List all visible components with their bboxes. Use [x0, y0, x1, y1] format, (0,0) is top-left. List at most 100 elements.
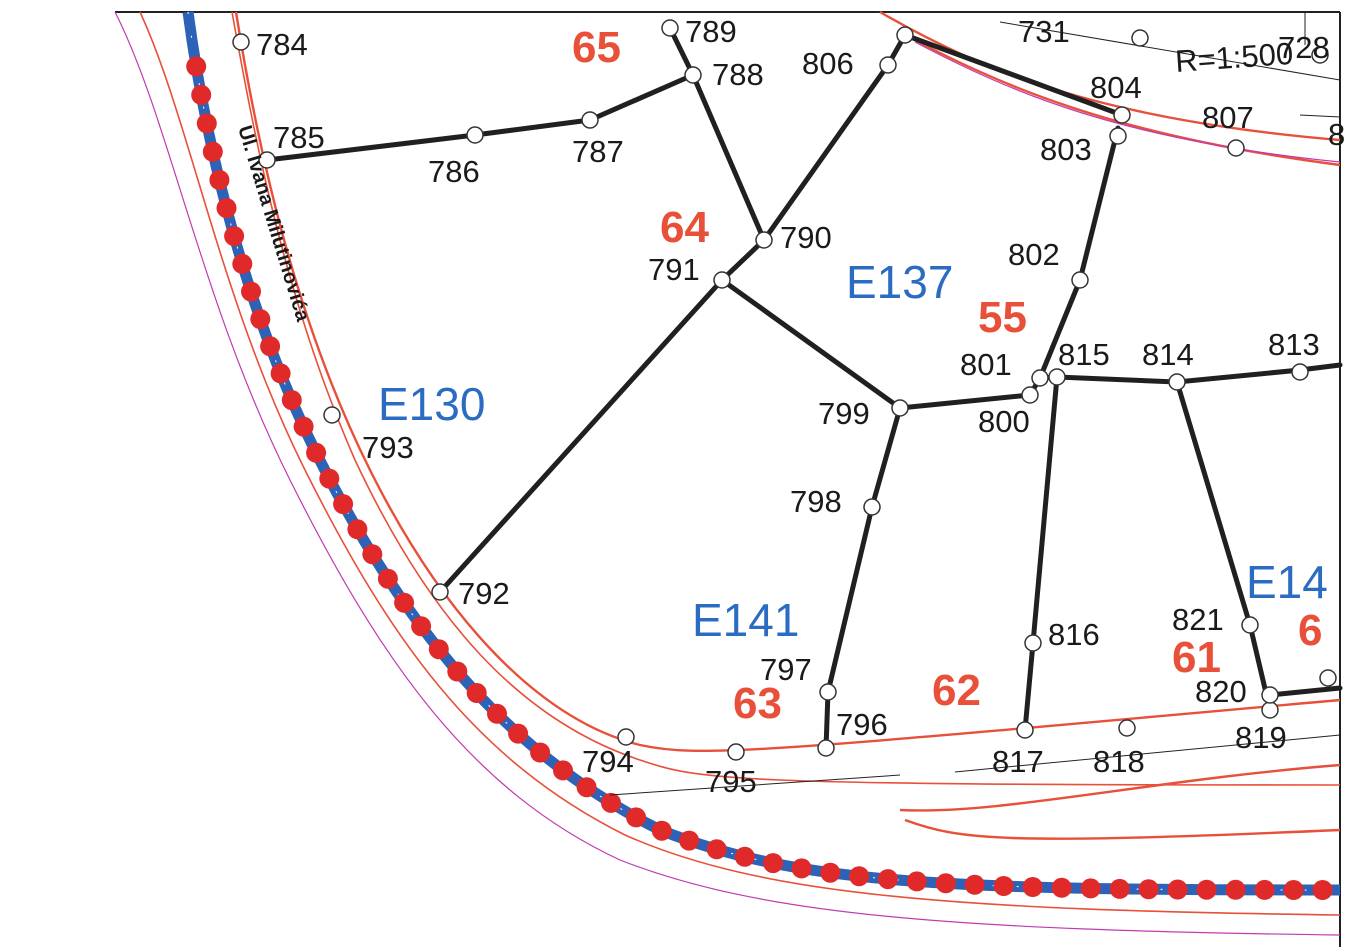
parcel-id-e137: E137: [846, 256, 953, 308]
vertex-803: [1109, 127, 1127, 145]
pipeline-dot: [241, 281, 261, 302]
pipeline-dot: [1138, 879, 1159, 900]
parcel-id-e14: E14: [1246, 556, 1328, 608]
point-label-813: 813: [1268, 327, 1320, 362]
point-label-816: 816: [1048, 617, 1100, 652]
point-label-786: 786: [428, 154, 480, 189]
point-label-796: 796: [836, 707, 888, 742]
pipeline-dot: [576, 777, 597, 798]
vertex-785: [258, 151, 276, 169]
parcel-road-edge: [234, 11, 1341, 753]
point-label-790: 790: [780, 220, 832, 255]
point-label-789: 789: [685, 14, 737, 49]
pipeline-dot: [935, 873, 956, 894]
point-label-731: 731: [1018, 14, 1070, 49]
vertex-820: [1261, 686, 1279, 704]
pipeline-dot: [906, 871, 927, 892]
vertex-788: [684, 66, 702, 84]
scale-label: R=1:500: [1174, 36, 1294, 79]
road-edge-bottom-1: [899, 763, 1341, 812]
pipeline-dot: [1051, 877, 1072, 898]
point-label-802: 802: [1008, 237, 1060, 272]
vertex-791: [713, 271, 731, 289]
point-label-820: 820: [1195, 674, 1247, 709]
point-label-799: 799: [818, 396, 870, 431]
vertex-798: [863, 498, 881, 516]
pipeline-dot: [216, 198, 237, 219]
pipeline-dot: [530, 742, 551, 763]
pipeline-dot: [260, 336, 281, 357]
vertex-818: [1118, 719, 1136, 737]
point-label-806: 806: [802, 46, 854, 81]
point-label-817: 817: [992, 744, 1044, 779]
road-edge-bottom-2: [904, 818, 1341, 840]
outer-road-edge-red-1: [139, 11, 1341, 916]
parcel-number-61: 61: [1172, 633, 1221, 682]
vertex-797: [819, 683, 837, 701]
pipeline-dot: [791, 858, 812, 879]
pipeline-dot: [734, 846, 755, 867]
pipeline-dot: [1196, 879, 1217, 900]
point-label-787: 787: [572, 134, 624, 169]
point-label-814: 814: [1142, 337, 1194, 372]
vertex-796: [817, 739, 835, 757]
vertex-806: [879, 56, 897, 74]
pipeline-dot: [428, 639, 449, 660]
vertex-793: [323, 406, 341, 424]
point-label-788: 788: [712, 57, 764, 92]
point-label-819: 819: [1235, 720, 1287, 755]
point-label-800: 800: [978, 404, 1030, 439]
pipeline-dot: [270, 363, 291, 384]
pipeline-dots: [186, 56, 1333, 900]
pipeline-dot: [333, 494, 354, 515]
road-edge-top-2: [904, 33, 1341, 167]
road-edge-top-pink: [914, 41, 1341, 163]
parcel-number-6: 6: [1298, 606, 1322, 655]
pipeline-dot: [706, 839, 727, 860]
pipeline-dot: [1312, 880, 1333, 900]
vertex-821: [1241, 616, 1259, 634]
vertex-795: [727, 743, 745, 761]
point-label-728: 728: [1278, 30, 1330, 65]
vertex-794: [617, 728, 635, 746]
pipeline-dot: [232, 253, 253, 274]
pipeline-dot: [306, 442, 327, 463]
pipeline-dot: [466, 683, 487, 703]
pipeline-dot: [224, 226, 245, 247]
pipeline-dot: [1283, 880, 1304, 900]
point-label-793: 793: [362, 430, 414, 465]
point-label-801: 801: [960, 347, 1012, 382]
vertex-815: [1048, 368, 1066, 386]
pipeline-dot: [347, 519, 368, 540]
pipeline-dot: [993, 876, 1014, 896]
parcel-number-62: 62: [932, 666, 981, 715]
boundary-799-796: [823, 405, 903, 751]
boundary-815-817: [1022, 374, 1060, 733]
vertex-799: [891, 399, 909, 417]
pipeline-dot: [191, 84, 212, 105]
outer-road-edge-pink: [114, 11, 1341, 936]
survey-vertices: [232, 19, 1337, 761]
boundary-815-813: [1054, 362, 1343, 385]
point-label-797: 797: [760, 652, 812, 687]
pipeline-dot: [763, 853, 784, 874]
pipeline-dot: [1254, 879, 1275, 900]
point-label-791: 791: [648, 252, 700, 287]
boundary-790-792: [437, 237, 767, 595]
vertex-802: [1071, 271, 1089, 289]
boundary-785-788: [264, 72, 696, 163]
boundary-791-799: [719, 277, 903, 411]
pipeline-dot: [281, 390, 302, 411]
point-label-815: 815: [1058, 337, 1110, 372]
pipeline-dot: [820, 862, 841, 883]
pipeline-ticks: [187, 11, 1341, 891]
pipeline-dot: [1080, 878, 1101, 899]
parcel-number-63: 63: [733, 679, 782, 728]
vertex-800: [1021, 386, 1039, 404]
pipeline-dot: [601, 792, 621, 813]
vertex-789: [661, 19, 679, 37]
boundary-806-803: [902, 32, 1125, 118]
pipeline-dot: [377, 568, 398, 589]
pipeline-dot: [186, 56, 207, 77]
